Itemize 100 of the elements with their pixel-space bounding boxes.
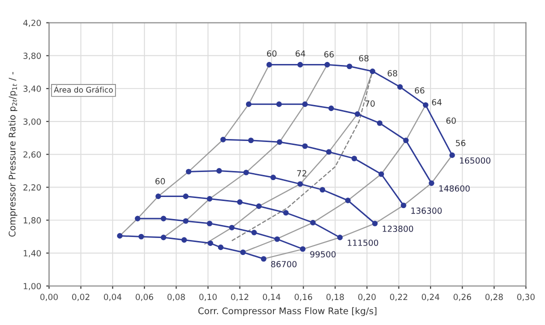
y-tick-label: 1,40 (24, 250, 41, 258)
point (370, 68, 376, 74)
point (256, 203, 262, 209)
point (351, 156, 358, 162)
point (428, 180, 434, 186)
point (397, 84, 403, 90)
x-tick-label: 0,12 (231, 294, 248, 301)
x-tick-label: 0,02 (72, 294, 90, 301)
point (328, 106, 334, 112)
annotation: 70 (365, 100, 375, 107)
x-tick-label: 0,16 (294, 294, 312, 301)
point (276, 101, 282, 107)
point (186, 168, 192, 174)
x-tick-label: 0,18 (326, 294, 344, 301)
point (182, 218, 189, 224)
point (237, 199, 243, 205)
annotation: 64 (432, 99, 442, 106)
series-label: 136300 (411, 208, 442, 214)
annotation: 68 (359, 55, 369, 62)
series-label: 123800 (382, 226, 414, 232)
annotation: 64 (296, 50, 306, 57)
x-tick-label: 0,24 (422, 294, 440, 301)
point (155, 194, 162, 200)
series-label: 165000 (460, 157, 490, 164)
point (243, 170, 249, 176)
y-tick-label: 2,60 (23, 151, 41, 159)
point (218, 244, 224, 250)
series-label: 99500 (310, 251, 336, 258)
x-tick-label: 0,04 (104, 294, 122, 301)
annotation: 60 (155, 178, 165, 184)
point (160, 216, 166, 222)
y-tick-label: 1,00 (24, 282, 41, 290)
y-tick-label: 1,80 (24, 217, 41, 224)
point (274, 236, 280, 242)
point (320, 186, 326, 193)
point (266, 62, 272, 68)
annotation: 60 (267, 50, 276, 57)
x-tick-label: 0,26 (454, 294, 472, 301)
point (345, 198, 351, 204)
point (160, 234, 166, 240)
point (206, 196, 212, 202)
point (324, 62, 330, 68)
annotation: 66 (414, 87, 424, 94)
x-tick-label: 0,08 (167, 294, 185, 301)
y-tick-label: 2,20 (23, 184, 41, 192)
x-tick-label: 0,00 (40, 294, 58, 301)
point (354, 111, 360, 117)
point (138, 234, 144, 240)
series-label: 86700 (271, 261, 297, 268)
point (248, 138, 254, 144)
point (400, 202, 406, 208)
annotation: 66 (324, 51, 334, 58)
point (240, 249, 246, 256)
x-tick-label: 0,06 (136, 294, 154, 301)
point (182, 194, 189, 200)
y-axis-title: Compressor Pressure Ratio p$_{2t}$/p$_{1t}$ / - (8, 72, 18, 237)
y-tick-label: 3,00 (23, 118, 41, 126)
point (246, 101, 252, 107)
x-tick-label: 0,28 (485, 294, 503, 301)
point (376, 120, 382, 126)
point (181, 237, 187, 243)
point (276, 139, 282, 145)
point (310, 220, 316, 226)
annotation: 72 (297, 170, 306, 176)
y-tick-label: 4,20 (23, 20, 41, 27)
point (134, 216, 140, 222)
point (208, 240, 214, 246)
annotation: 68 (388, 70, 398, 76)
x-tick-label: 0,30 (517, 294, 535, 301)
x-tick-label: 0,10 (199, 294, 217, 301)
x-tick-label: 0,20 (358, 294, 376, 301)
annotation: 60 (446, 118, 456, 124)
point (302, 101, 308, 107)
point (220, 136, 226, 142)
x-tick-label: 0,22 (390, 294, 408, 301)
point (270, 174, 276, 180)
point (372, 220, 378, 226)
point (216, 168, 222, 174)
point (206, 220, 212, 226)
series-label: 111500 (348, 240, 378, 246)
point (378, 171, 384, 177)
point (302, 143, 308, 149)
point (229, 224, 235, 230)
point (326, 149, 332, 155)
point (403, 138, 409, 144)
annotation: 56 (456, 140, 466, 146)
series-label: 148600 (439, 185, 470, 192)
point (260, 256, 266, 262)
point (346, 64, 352, 70)
point (337, 234, 343, 240)
y-tick-label: 3,80 (23, 52, 41, 60)
point (300, 246, 306, 252)
x-axis-title: Corr. Compressor Mass Flow Rate [kg/s] (198, 307, 376, 316)
point (449, 152, 455, 158)
point (283, 210, 289, 216)
point (297, 62, 303, 68)
point (422, 102, 428, 108)
point (297, 181, 303, 187)
y-tick-label: 3,40 (23, 86, 41, 93)
point (251, 230, 257, 236)
